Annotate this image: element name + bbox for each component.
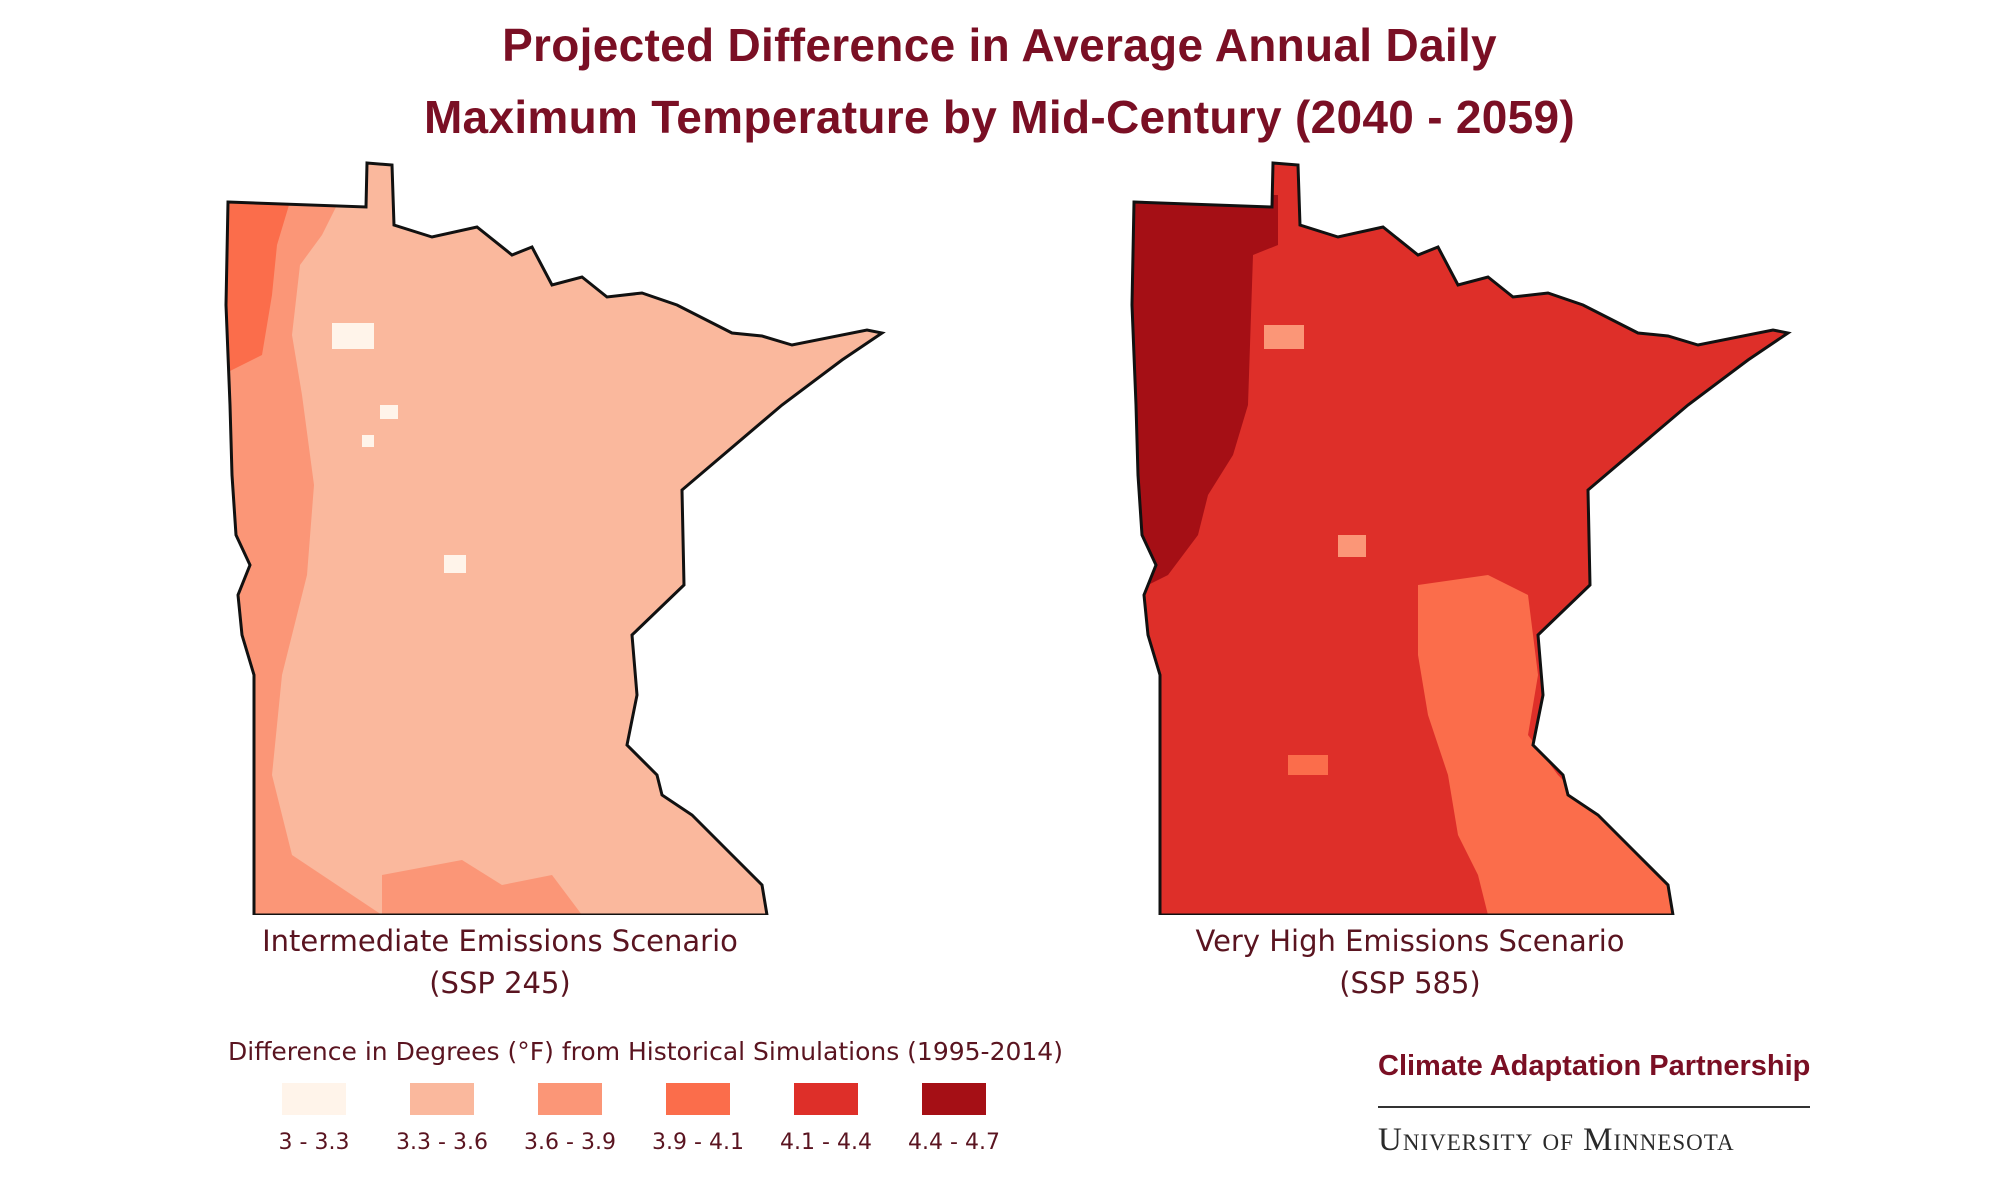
- legend-label-6: 4.4 - 4.7: [908, 1130, 1000, 1155]
- region-west-band: [226, 195, 382, 915]
- university-name: University of Minnesota: [1378, 1122, 1735, 1158]
- state-outline: [224, 161, 886, 915]
- region-south: [382, 860, 582, 915]
- region-northwest: [226, 195, 292, 375]
- university-wordmark: University of Minnesota: [1378, 1122, 1735, 1159]
- logo-divider: [1378, 1106, 1810, 1108]
- legend-title: Difference in Degrees (°F) from Historic…: [228, 1037, 1063, 1066]
- patch-4: [362, 435, 374, 447]
- region-southeast: [1418, 575, 1673, 915]
- partner-logo-text: Climate Adaptation Partnership: [1378, 1050, 1811, 1082]
- caption-ssp585: Very High Emissions Scenario (SSP 585): [1110, 920, 1710, 1004]
- caption-ssp245: Intermediate Emissions Scenario (SSP 245…: [200, 920, 800, 1004]
- legend-swatch-2: [410, 1083, 474, 1115]
- legend-swatch-4: [666, 1083, 730, 1115]
- caption-scenario-code: (SSP 245): [429, 966, 571, 1000]
- legend-label-3: 3.6 - 3.9: [524, 1130, 616, 1155]
- legend-label-4: 3.9 - 4.1: [652, 1130, 744, 1155]
- caption-scenario-code: (SSP 585): [1339, 966, 1481, 1000]
- patch-3: [380, 405, 398, 419]
- map-ssp245: [224, 161, 886, 915]
- patch-3: [1288, 755, 1328, 775]
- chart-title-line-1: Projected Difference in Average Annual D…: [502, 19, 1497, 71]
- legend-label-1: 3 - 3.3: [278, 1130, 350, 1155]
- caption-scenario-name: Very High Emissions Scenario: [1195, 924, 1625, 958]
- map-ssp585: [1130, 161, 1792, 915]
- caption-scenario-name: Intermediate Emissions Scenario: [262, 924, 738, 958]
- region-base: [226, 163, 882, 915]
- legend-swatch-5: [794, 1083, 858, 1115]
- legend-swatch-1: [282, 1083, 346, 1115]
- legend-swatch-3: [538, 1083, 602, 1115]
- legend-swatch-6: [922, 1083, 986, 1115]
- patch-2: [444, 555, 466, 573]
- legend-label-2: 3.3 - 3.6: [396, 1130, 488, 1155]
- patch-1: [1264, 325, 1304, 349]
- chart-title-line-2: Maximum Temperature by Mid-Century (2040…: [423, 91, 1576, 143]
- state-outline: [1130, 161, 1792, 915]
- region-northwest-dark: [1132, 195, 1278, 595]
- legend-label-5: 4.1 - 4.4: [780, 1130, 872, 1155]
- patch-1: [332, 323, 374, 349]
- patch-2: [1338, 535, 1366, 557]
